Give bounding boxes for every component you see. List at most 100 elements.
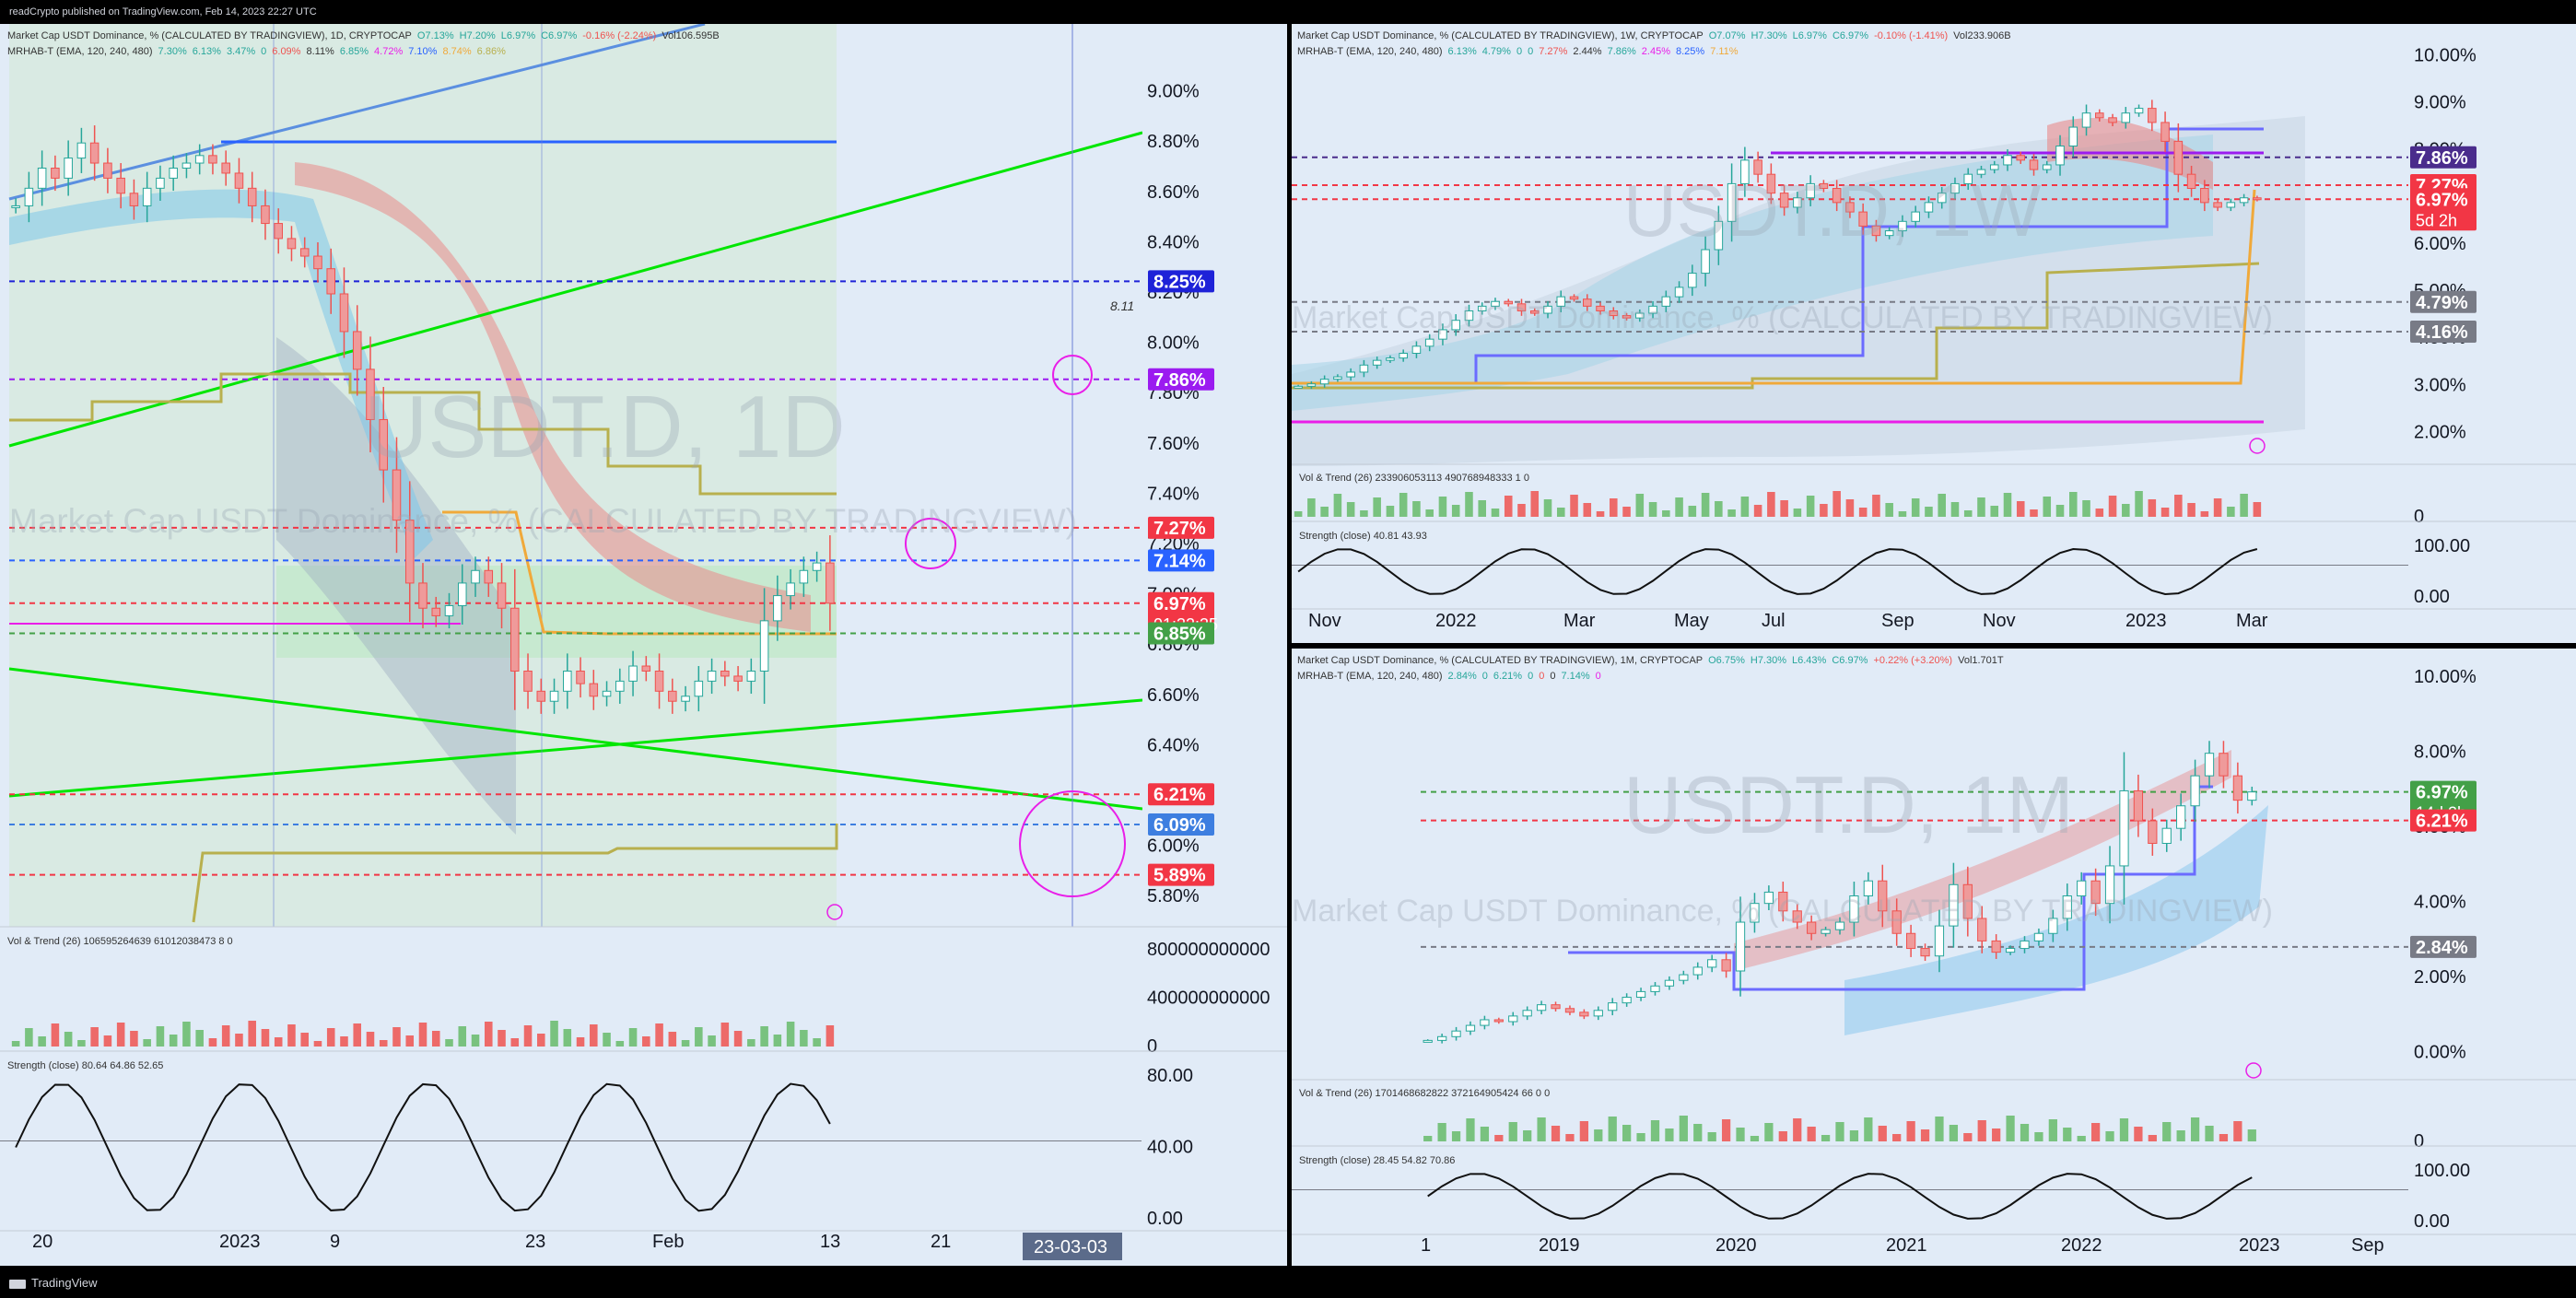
strength-tick-label: 0.00 — [2414, 587, 2450, 607]
candle-body — [1556, 296, 1566, 307]
candle-body — [1399, 353, 1408, 359]
volume-bar — [221, 1025, 230, 1047]
volume-bar — [2119, 1118, 2129, 1141]
legend-value: -0.16% (-2.24%) — [582, 30, 656, 41]
volume-bar — [1466, 1118, 1475, 1141]
candle-body — [563, 670, 572, 692]
volume-bar — [445, 1039, 453, 1047]
legend-value: 0 — [1528, 46, 1533, 57]
lightning-icon[interactable] — [2245, 1062, 2262, 1079]
weekly-price-lines — [1292, 156, 2410, 333]
legend-value: 2.45% — [1642, 46, 1670, 57]
candle-body — [1622, 997, 1632, 1004]
legend-value: 7.11% — [1710, 46, 1739, 57]
monthly-chart-panel[interactable]: USDT.D, 1M Market Cap USDT Dominance, % … — [1292, 649, 2576, 1266]
vol-legend: Vol & Trend (26) 1701468682822 372164905… — [1299, 1088, 1550, 1099]
candle-body — [2253, 197, 2262, 201]
vol-tick-label: 800000000000 — [1147, 940, 1270, 960]
volume-bar — [1650, 1120, 1660, 1141]
candle-body — [2077, 880, 2087, 897]
volume-bar — [2082, 500, 2090, 517]
volume-bar — [1386, 506, 1395, 517]
lightning-icon[interactable] — [826, 904, 843, 920]
price-tag-label: 6.09% — [1153, 815, 1206, 836]
price-tag — [2410, 146, 2476, 169]
candle-body — [1423, 1039, 1433, 1043]
volume-bar — [1688, 506, 1697, 517]
vol-tick-label: 400000000000 — [1147, 988, 1270, 1009]
legend-value: MRHAB-T (EMA, 120, 240, 480) — [1297, 671, 1443, 682]
candle-body — [2204, 753, 2215, 777]
candle-body — [89, 142, 100, 164]
price-tag-label: 8.25% — [1153, 272, 1206, 292]
volume-bar — [1820, 504, 1828, 517]
candle-body — [1863, 880, 1873, 897]
weekly-chart-panel[interactable]: USDT.D, 1W Market Cap USDT Dominance, % … — [1292, 24, 2576, 643]
x-tick-label: 2023 — [219, 1232, 261, 1252]
candle-body — [2226, 202, 2236, 208]
price-tag-countdown: 5d 2h — [2416, 211, 2457, 229]
volume-bar — [2055, 505, 2065, 517]
x-tick-label: Mar — [2236, 611, 2268, 631]
volume-bar — [2253, 502, 2262, 517]
y-tick-label: 8.60% — [1147, 182, 1200, 203]
candle-body — [2134, 108, 2144, 114]
candle-body — [1593, 1010, 1603, 1017]
candle-body — [1920, 948, 1930, 957]
monthly-chart-svg[interactable]: USDT.D, 1M Market Cap USDT Dominance, % … — [1292, 649, 2576, 1266]
y-tick-label: 10.00% — [2414, 45, 2476, 65]
volume-bar — [1320, 507, 1329, 517]
daily-price-lines — [9, 280, 1148, 876]
candle-body — [379, 418, 389, 471]
trend-line-blue — [8, 22, 706, 201]
volume-bar — [720, 1023, 730, 1047]
date-tag-bg — [1023, 1233, 1122, 1260]
candle-body — [142, 187, 152, 206]
volume-bar — [1636, 1133, 1645, 1141]
daily-chart-panel[interactable]: USDT.D, 1D Market Cap USDT Dominance, % … — [0, 22, 1287, 1266]
volume-bar — [1963, 510, 1973, 517]
candle-body — [1386, 357, 1395, 361]
y-tick-label: 10.00% — [2414, 667, 2476, 687]
legend-value: 0 — [261, 46, 266, 57]
candle-body — [1359, 364, 1369, 373]
candle-body — [1536, 1004, 1547, 1012]
tradingview-logo-icon — [9, 1279, 26, 1289]
legend-value: 2.44% — [1573, 46, 1601, 57]
candle-body — [404, 520, 415, 584]
volume-bar — [300, 1033, 309, 1047]
candle-body — [1635, 990, 1646, 999]
lightning-icon[interactable] — [2249, 438, 2266, 454]
legend-value: -0.10% (-1.41%) — [1874, 30, 1948, 41]
legend-value: 0 — [1528, 671, 1533, 682]
candle-body — [1701, 249, 1710, 275]
volume-bar — [1307, 498, 1316, 517]
candle-body — [615, 680, 625, 692]
candle-body — [1779, 193, 1789, 208]
candle-body — [2033, 932, 2044, 941]
volume-bar — [2162, 1122, 2172, 1141]
daily-chart-svg[interactable]: USDT.D, 1D Market Cap USDT Dominance, % … — [0, 22, 1287, 1266]
weekly-chart-svg[interactable]: USDT.D, 1W Market Cap USDT Dominance, % … — [1292, 24, 2576, 643]
candle-body — [1306, 383, 1317, 387]
trend-line-green-up — [8, 131, 1143, 448]
candle-body — [64, 158, 73, 179]
candle-body — [1905, 932, 1916, 950]
volume-bar — [1648, 502, 1657, 517]
candle-body — [1372, 359, 1382, 366]
y-tick-label: 2.00% — [2414, 967, 2466, 988]
candle-body — [418, 582, 427, 609]
volume-bar — [1399, 493, 1408, 517]
monthly-x-ticks: 1 2019 2020 2021 2022 2023 Sep — [1421, 1235, 2384, 1256]
mrhab-olive-line — [9, 372, 837, 496]
vol-trend-pane: Vol & Trend (26) 106595264639 6101203847… — [7, 936, 1270, 1057]
watermark-subtitle: Market Cap USDT Dominance, % (CALCULATED… — [1292, 300, 2273, 335]
volume-bar — [287, 1024, 296, 1047]
volume-bar — [1551, 1126, 1561, 1141]
candle-body — [589, 683, 599, 697]
ema-ribbon-blue — [1292, 134, 2213, 411]
vol-trend-pane: Vol & Trend (26) 1701468682822 372164905… — [1299, 1088, 2424, 1152]
volume-bar — [1727, 509, 1736, 517]
weekly-price-tags: 7.86%7.27%6.97%5d 2h4.79%4.16% — [2410, 146, 2476, 343]
trend-line-green-down — [8, 667, 1143, 811]
